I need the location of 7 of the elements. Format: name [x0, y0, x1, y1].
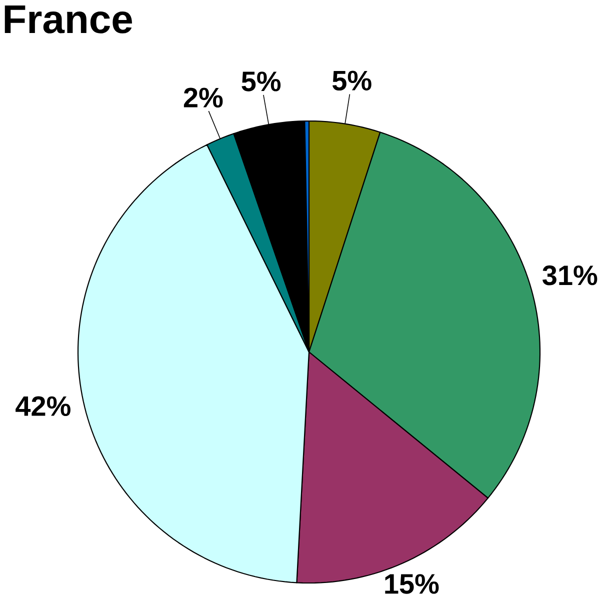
- data-label: 2%: [184, 88, 223, 108]
- data-label: 5%: [242, 72, 281, 92]
- data-label: 42%: [16, 396, 70, 416]
- data-label: 15%: [385, 574, 439, 594]
- data-label: 5%: [332, 70, 372, 91]
- chart-title: France: [4, 5, 132, 34]
- data-label: 31%: [542, 265, 598, 286]
